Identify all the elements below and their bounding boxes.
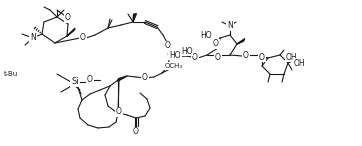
Text: HO: HO: [181, 46, 193, 55]
Text: O: O: [116, 107, 122, 117]
Polygon shape: [117, 76, 127, 81]
Text: O: O: [243, 51, 249, 60]
Polygon shape: [133, 14, 136, 22]
Text: O: O: [142, 73, 148, 82]
Text: O: O: [65, 13, 71, 22]
Text: O: O: [213, 40, 219, 48]
Text: O: O: [87, 75, 93, 85]
Text: HO: HO: [169, 51, 181, 60]
Text: OH: OH: [286, 53, 298, 61]
Text: N: N: [227, 21, 233, 31]
Text: O: O: [215, 53, 221, 61]
Text: O: O: [165, 41, 171, 51]
Text: N: N: [30, 33, 36, 42]
Text: O: O: [80, 33, 86, 42]
Text: HO: HO: [201, 32, 212, 40]
Text: O: O: [192, 53, 198, 61]
Text: O: O: [133, 127, 139, 137]
Polygon shape: [237, 39, 245, 44]
Text: t-Bu: t-Bu: [4, 71, 18, 77]
Text: O: O: [259, 53, 265, 61]
Text: OCH₃: OCH₃: [165, 63, 183, 69]
Text: Si: Si: [71, 78, 79, 86]
Polygon shape: [67, 29, 75, 36]
Text: OH: OH: [294, 59, 306, 67]
